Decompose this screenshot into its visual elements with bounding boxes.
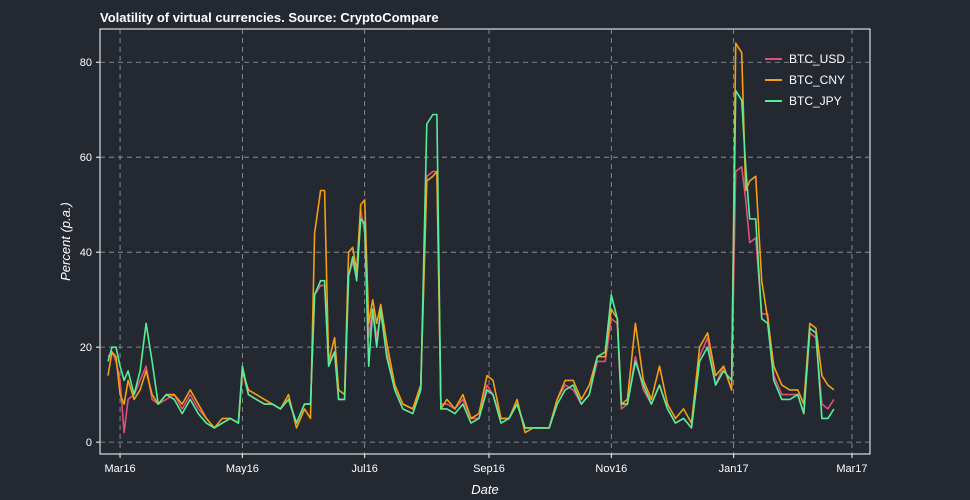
series-line-btc-usd xyxy=(107,165,835,434)
x-tick-label: Nov16 xyxy=(595,463,627,475)
y-tick-label: 0 xyxy=(86,437,92,449)
chart-title: Volatility of virtual currencies. Source… xyxy=(100,10,439,25)
x-tick-label: Jul16 xyxy=(352,463,378,475)
legend-label: BTC_JPY xyxy=(789,94,842,108)
x-tick-label: Mar16 xyxy=(104,463,135,475)
y-tick-label: 20 xyxy=(80,342,92,354)
legend: BTC_USD BTC_CNY BTC_JPY xyxy=(765,52,845,108)
legend-label: BTC_CNY xyxy=(789,73,845,87)
series-line-btc-cny xyxy=(107,42,835,434)
legend-label: BTC_USD xyxy=(789,52,845,66)
y-tick-label: 80 xyxy=(80,57,92,69)
x-axis-ticks: Mar16 May16 Jul16 Sep16 Nov16 Jan17 Mar17 xyxy=(104,454,868,475)
y-tick-label: 60 xyxy=(80,152,92,164)
series-line-btc-jpy xyxy=(107,89,835,429)
x-tick-label: Sep16 xyxy=(473,463,505,475)
x-tick-label: Mar17 xyxy=(836,463,867,475)
series-lines xyxy=(107,42,835,434)
y-tick-label: 40 xyxy=(80,247,92,259)
plot-area xyxy=(99,28,871,455)
x-tick-label: Jan17 xyxy=(719,463,749,475)
y-axis-label: Percent (p.a.) xyxy=(58,202,73,281)
x-tick-label: May16 xyxy=(226,463,259,475)
x-axis-label: Date xyxy=(471,482,498,497)
y-axis-ticks: 0 20 40 60 80 xyxy=(80,57,100,449)
